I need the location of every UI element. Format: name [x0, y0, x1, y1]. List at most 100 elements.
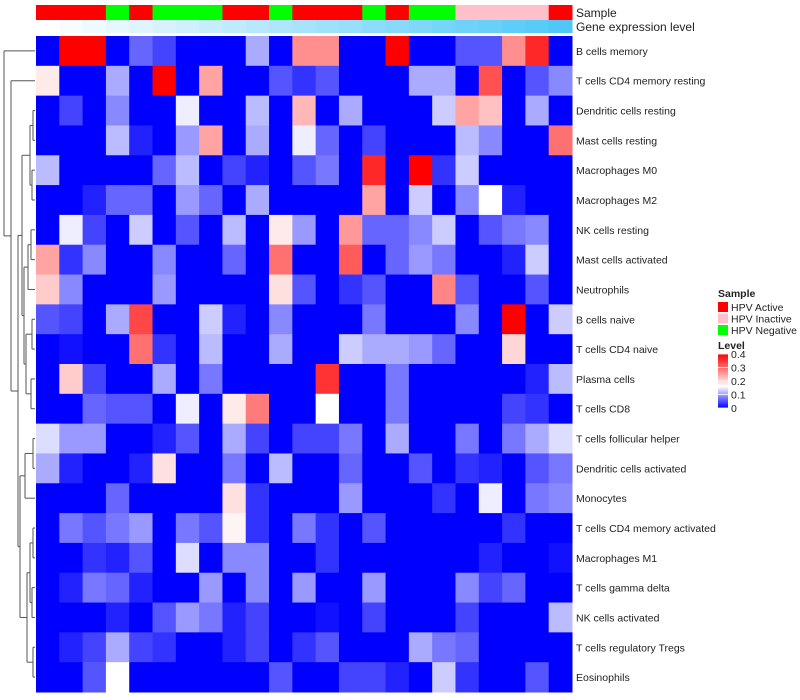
heatmap-cell — [315, 155, 340, 186]
heatmap-cell — [338, 334, 363, 365]
row-label: Mast cells resting — [576, 135, 657, 147]
heatmap-cell — [432, 95, 456, 126]
heatmap-cell — [245, 334, 270, 365]
heatmap-cell — [525, 274, 550, 305]
heatmap-cell — [105, 393, 130, 425]
heatmap-cell — [105, 513, 130, 544]
heatmap-cell — [548, 274, 573, 305]
heatmap-cell — [129, 125, 154, 156]
heatmap-cell — [199, 274, 223, 305]
heatmap-cell — [315, 304, 340, 335]
heatmap-cell — [548, 95, 573, 126]
heatmap-cell — [199, 214, 223, 246]
heatmap-cell — [129, 214, 154, 246]
gene-expression-annotation-cell — [455, 20, 480, 33]
heatmap-cell — [199, 304, 223, 335]
gene-expression-annotation-cell — [59, 20, 84, 33]
heatmap-cell — [269, 334, 293, 365]
row-label: Plasma cells — [576, 374, 635, 386]
heatmap-cell — [245, 364, 270, 395]
heatmap-cell — [455, 572, 480, 604]
heatmap-cell — [292, 334, 317, 365]
heatmap-cell — [269, 244, 293, 276]
heatmap-cell — [432, 185, 456, 216]
heatmap-cell — [82, 125, 107, 156]
heatmap-cell — [199, 65, 223, 97]
heatmap-cell — [152, 155, 177, 186]
heatmap-cell — [525, 244, 550, 276]
heatmap-cell — [478, 304, 503, 335]
heatmap-cell — [502, 393, 526, 425]
heatmap-cell — [269, 36, 293, 67]
heatmap-cell — [502, 36, 526, 67]
heatmap-cell — [385, 244, 410, 276]
heatmap-cell — [222, 542, 247, 574]
heatmap-cell — [478, 244, 503, 276]
heatmap-cell — [455, 95, 480, 126]
heatmap-cell — [105, 125, 130, 156]
heatmap-cell — [478, 125, 503, 156]
row-label: T cells CD4 memory resting — [576, 76, 705, 88]
sample-annotation-cell — [315, 5, 340, 20]
heatmap-cell — [432, 274, 456, 305]
sample-annotation-cell — [502, 5, 526, 20]
heatmap-cell — [292, 542, 317, 574]
heatmap-cell — [245, 513, 270, 544]
heatmap-cell — [175, 453, 200, 484]
row-label: Macrophages M1 — [576, 553, 657, 565]
heatmap-cell — [525, 214, 550, 246]
heatmap-cell — [199, 36, 223, 67]
heatmap-cell — [525, 662, 550, 693]
heatmap-cell — [36, 513, 60, 544]
heatmap-cell — [245, 155, 270, 186]
heatmap-cell — [105, 244, 130, 276]
heatmap-cell — [59, 364, 84, 395]
heatmap-cell — [408, 214, 433, 246]
heatmap-cell — [36, 364, 60, 395]
heatmap-cell — [36, 244, 60, 276]
heatmap-cell — [315, 36, 340, 67]
heatmap-cell — [59, 513, 84, 544]
heatmap-cell — [385, 542, 410, 574]
heatmap-cell — [245, 453, 270, 484]
heatmap-cell — [385, 125, 410, 156]
heatmap-cell — [385, 513, 410, 544]
heatmap-cell — [502, 364, 526, 395]
heatmap-cell — [455, 214, 480, 246]
gene-expression-annotation-cell — [269, 20, 293, 33]
heatmap-cell — [175, 334, 200, 365]
heatmap-cell — [478, 364, 503, 395]
gene-expression-annotation-cell — [152, 20, 177, 33]
heatmap-cell — [105, 364, 130, 395]
heatmap-cell — [502, 662, 526, 693]
heatmap-cell — [408, 65, 433, 97]
heatmap-cell — [199, 155, 223, 186]
heatmap-cell — [36, 602, 60, 633]
heatmap-cell — [525, 513, 550, 544]
heatmap-cell — [269, 364, 293, 395]
heatmap-cell — [385, 602, 410, 633]
heatmap-cell — [269, 65, 293, 97]
heatmap-cell — [548, 572, 573, 604]
sample-annotation-cell — [548, 5, 573, 20]
heatmap-cell — [245, 542, 270, 574]
heatmap-cell — [245, 423, 270, 454]
heatmap-cell — [525, 95, 550, 126]
sample-annotation-cell — [36, 5, 60, 20]
heatmap-cell — [338, 274, 363, 305]
heatmap-cell — [455, 304, 480, 335]
heatmap-cell — [36, 483, 60, 514]
legend-label: HPV Inactive — [731, 314, 792, 326]
heatmap-cell — [315, 423, 340, 454]
gene-expression-annotation-cell — [36, 20, 60, 33]
heatmap-cell — [36, 274, 60, 305]
heatmap-cell — [315, 214, 340, 246]
heatmap-cell — [362, 65, 387, 97]
heatmap-cell — [432, 214, 456, 246]
heatmap-cell — [82, 36, 107, 67]
heatmap-cell — [152, 244, 177, 276]
heatmap-cell — [222, 364, 247, 395]
heatmap-cell — [408, 95, 433, 126]
heatmap-cell — [455, 334, 480, 365]
gene-expression-annotation-label: Gene expression level — [576, 20, 695, 34]
